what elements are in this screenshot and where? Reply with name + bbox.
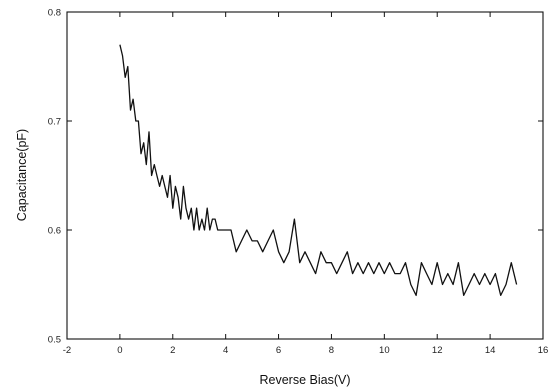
x-tick-label: 6 — [276, 345, 281, 356]
x-tick-label: 2 — [170, 345, 175, 356]
series-line — [119, 44, 518, 297]
x-tick-label: -2 — [63, 345, 71, 356]
x-tick-label: 8 — [329, 345, 334, 356]
y-axis-title: Capacitance(pF) — [15, 129, 29, 221]
x-tick-label: 16 — [538, 345, 549, 356]
x-tick-label: 4 — [223, 345, 228, 356]
y-tick-label: 0.6 — [48, 226, 61, 237]
y-tick-label: 0.7 — [48, 117, 61, 128]
y-axis-ticks: 0.5 0.6 0.7 0.8 — [48, 8, 543, 346]
x-tick-label: 14 — [485, 345, 496, 356]
y-tick-label: 0.8 — [48, 8, 61, 19]
x-tick-label: 12 — [432, 345, 443, 356]
x-axis-ticks: -2 0 2 4 6 8 10 12 14 16 — [63, 12, 549, 356]
x-tick-label: 0 — [117, 345, 122, 356]
y-tick-label: 0.5 — [48, 335, 61, 346]
plot-frame — [66, 11, 544, 340]
x-tick-label: 10 — [379, 345, 390, 356]
x-axis-title: Reverse Bias(V) — [260, 373, 351, 387]
